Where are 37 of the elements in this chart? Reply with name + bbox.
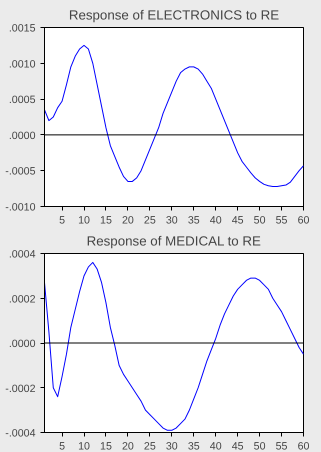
x-tick-label: 5: [59, 440, 66, 452]
y-tick-label: -.0002: [5, 382, 36, 395]
x-tick-label: 15: [100, 214, 112, 226]
x-tick-label: 20: [122, 440, 134, 452]
x-tick-label: 40: [210, 214, 222, 226]
x-tick-label: 35: [188, 440, 200, 452]
x-tick-label: 60: [298, 214, 310, 226]
x-tick-label: 50: [254, 214, 266, 226]
x-tick-label: 60: [298, 440, 310, 452]
x-tick-label: 35: [188, 214, 200, 226]
y-tick-label: .0000: [8, 338, 36, 350]
x-tick-label: 20: [122, 214, 134, 226]
x-tick-label: 25: [144, 440, 156, 452]
chart-title: Response of MEDICAL to RE: [86, 234, 262, 248]
y-tick-label: .0015: [8, 22, 36, 34]
x-tick-label: 15: [100, 440, 112, 452]
y-tick-label: .0004: [8, 248, 36, 260]
x-tick-label: 30: [166, 440, 178, 452]
x-tick-label: 45: [232, 440, 244, 452]
y-tick-label: .0002: [8, 293, 36, 306]
y-tick-label: -.0004: [5, 428, 36, 440]
x-tick-label: 30: [166, 214, 178, 226]
y-tick-label: -.0010: [5, 202, 36, 214]
x-tick-label: 40: [210, 440, 222, 452]
chart-title: Response of ELECTRONICS to RE: [68, 8, 280, 22]
x-tick-label: 5: [59, 214, 66, 226]
y-tick-label: .0000: [8, 130, 36, 142]
y-tick-label: -.0005: [5, 166, 36, 178]
x-tick-label: 50: [254, 440, 266, 452]
y-tick-label: .0010: [8, 58, 36, 70]
x-tick-label: 45: [232, 214, 244, 226]
x-tick-label: 25: [144, 214, 156, 226]
x-tick-label: 10: [78, 214, 90, 226]
x-tick-label: 55: [276, 214, 288, 226]
x-tick-label: 10: [78, 440, 90, 452]
y-tick-label: .0005: [8, 94, 36, 106]
x-tick-label: 55: [276, 440, 288, 452]
